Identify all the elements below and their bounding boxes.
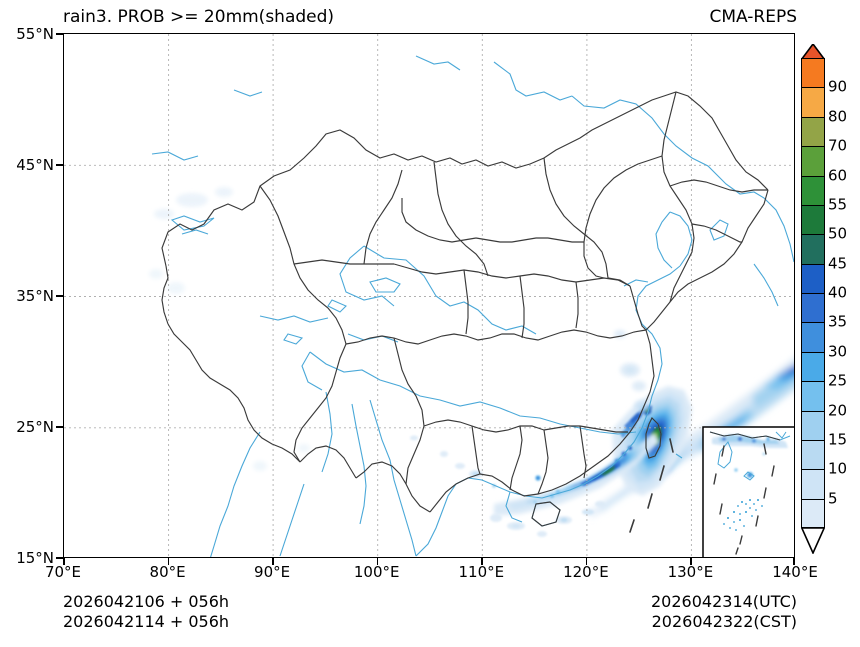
- colorbar-tick-90: 90: [828, 77, 848, 96]
- tick-x-90: [272, 558, 274, 565]
- colorbar-tick-5: 5: [828, 489, 838, 508]
- map-background: [64, 34, 794, 557]
- x-tick-80E: 80°E: [149, 563, 186, 581]
- colorbar-band-7: [801, 293, 825, 323]
- colorbar-band-14: [801, 87, 825, 117]
- tick-x-130: [690, 558, 692, 565]
- colorbar-tick-70: 70: [828, 136, 848, 155]
- y-tick-15N: 15°N: [16, 549, 54, 567]
- colorbar-tick-50: 50: [828, 224, 848, 243]
- colorbar-band-1: [801, 469, 825, 499]
- tick-y-25: [56, 426, 63, 428]
- tick-y-45: [56, 164, 63, 166]
- model-label: CMA-REPS: [709, 7, 797, 27]
- footer-right: 2026042314(UTC) 2026042322(CST): [651, 592, 797, 632]
- map-plot-area: No: GS (2019) 1786: [63, 33, 795, 558]
- tick-x-100: [376, 558, 379, 565]
- colorbar-band-10: [801, 204, 825, 235]
- colorbar-tick-30: 30: [828, 342, 848, 361]
- tick-x-120: [585, 558, 588, 565]
- tick-y-15: [56, 557, 63, 559]
- colorbar-band-0: [801, 498, 825, 528]
- colorbar-band-2: [801, 439, 825, 470]
- colorbar-tick-60: 60: [828, 166, 848, 184]
- tick-x-140: [793, 558, 795, 565]
- colorbar-band-13: [801, 116, 825, 147]
- colorbar: 90 80 70 60 55 50 45 40 35 30 25 20 15 10 5: [801, 44, 859, 554]
- precip-west-cells: [149, 187, 310, 471]
- colorbar-band-8: [801, 263, 825, 293]
- colorbar-tick-80: 80: [828, 107, 848, 126]
- colorbar-band-4: [801, 381, 825, 411]
- colorbar-band-3: [801, 410, 825, 440]
- x-tick-70E: 70°E: [44, 563, 82, 581]
- tick-y-55: [56, 33, 63, 35]
- colorbar-tick-15: 15: [828, 430, 848, 449]
- footer-init-time-utc: 2026042106 + 056h: [63, 592, 230, 611]
- colorbar-tick-40: 40: [828, 283, 848, 302]
- map-svg: [64, 34, 794, 557]
- colorbar-under-arrow: [801, 528, 825, 554]
- x-tick-110E: 110°E: [458, 563, 505, 581]
- colorbar-tick-10: 10: [828, 459, 848, 478]
- colorbar-band-15: [801, 58, 825, 88]
- colorbar-band-5: [801, 351, 825, 382]
- colorbar-band-9: [801, 234, 825, 264]
- y-tick-55N: 55°N: [16, 25, 54, 43]
- footer-valid-time-utc: 2026042314(UTC): [651, 592, 797, 611]
- footer-init-time-cst: 2026042114 + 056h: [63, 612, 230, 632]
- colorbar-tick-35: 35: [828, 312, 848, 331]
- tick-x-110: [481, 558, 483, 565]
- tick-x-70: [63, 558, 65, 565]
- y-tick-45N: 45°N: [16, 156, 54, 174]
- south-china-sea-inset: [702, 426, 794, 557]
- colorbar-band-12: [801, 146, 825, 176]
- precip-southeast-coast: [410, 330, 660, 537]
- colorbar-tick-20: 20: [828, 401, 848, 419]
- rivers-and-coastline: [151, 55, 794, 557]
- colorbar-band-6: [801, 322, 825, 352]
- x-tick-120E: 120°E: [563, 563, 609, 581]
- x-tick-140E: 140°E: [772, 563, 818, 581]
- colorbar-tick-55: 55: [828, 195, 848, 214]
- colorbar-bands: [801, 58, 825, 528]
- x-tick-100E: 100°E: [353, 563, 400, 581]
- x-tick-130E: 130°E: [667, 563, 714, 581]
- x-tick-90E: 90°E: [254, 563, 291, 581]
- colorbar-band-11: [801, 175, 825, 205]
- colorbar-tick-25: 25: [828, 371, 848, 390]
- footer-valid-time-cst: 2026042322(CST): [651, 612, 797, 632]
- inset-reef-dots: [723, 499, 763, 531]
- colorbar-tick-45: 45: [828, 254, 848, 273]
- footer-left: 2026042106 + 056h 2026042114 + 056h: [63, 592, 229, 632]
- chart-title: rain3. PROB >= 20mm(shaded): [63, 7, 335, 27]
- tick-y-35: [56, 295, 63, 297]
- tick-x-80: [167, 558, 170, 565]
- administrative-borders: [161, 91, 769, 533]
- y-tick-35N: 35°N: [16, 287, 54, 305]
- y-tick-25N: 25°N: [16, 418, 54, 436]
